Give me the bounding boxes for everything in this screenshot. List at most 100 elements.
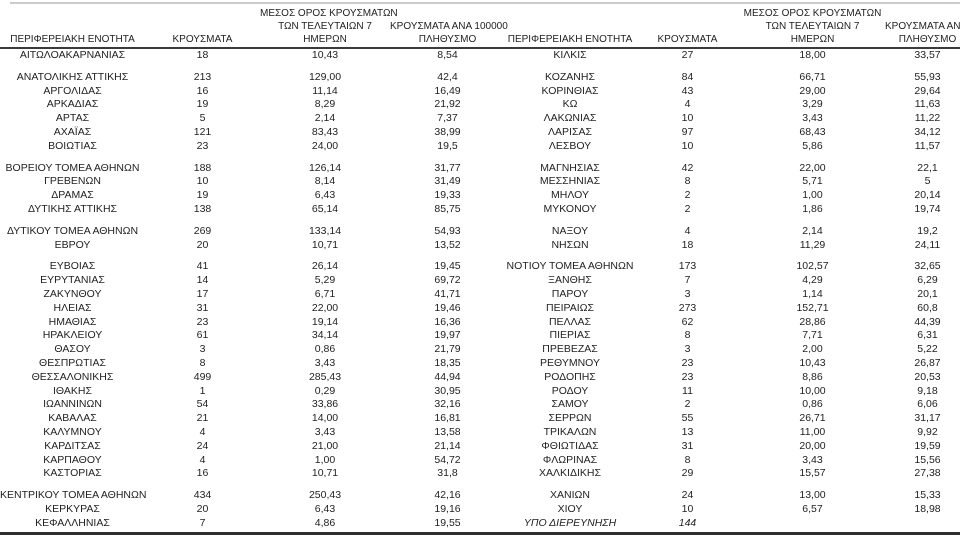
region-name-cell: ΚΟΡΙΝΘΙΑΣ — [541, 84, 599, 97]
per100k-cell: 9,92 — [917, 425, 938, 438]
per100k-cell: 16,49 — [434, 84, 461, 97]
header-avg7-left: ΜΕΣΟΣ ΟΡΟΣ ΚΡΟΥΣΜΑΤΩΝ ΤΩΝ ΤΕΛΕΥΤΑΙΩΝ 7 Η… — [260, 8, 398, 45]
avg7-cell: 250,43 — [308, 489, 342, 502]
per100k-cell: 19,74 — [914, 202, 941, 215]
cases-cell: 20 — [196, 502, 209, 515]
per100k-cell: 41,71 — [434, 287, 461, 300]
avg7-cell: 133,14 — [308, 224, 342, 237]
cases-cell: 23 — [681, 370, 694, 383]
cases-cell: 3 — [684, 287, 691, 300]
region-name-cell: ΙΘΑΚΗΣ — [53, 384, 92, 397]
per100k-cell: 13,58 — [434, 425, 461, 438]
cases-cell: 23 — [681, 356, 694, 369]
per100k-cell: 42,4 — [437, 70, 458, 83]
per100k-cell: 16,36 — [434, 315, 461, 328]
per100k-cell: 20,14 — [914, 189, 941, 202]
bottom-divider — [0, 531, 960, 535]
per100k-cell: 54,72 — [434, 453, 461, 466]
region-name-cell: ΛΕΣΒΟΥ — [548, 139, 592, 152]
cases-cell: 138 — [193, 202, 212, 215]
per100k-cell: 11,63 — [914, 98, 941, 111]
region-name-cell: ΚΕΝΤΡΙΚΟΥ ΤΟΜΕΑ ΑΘΗΝΩΝ — [0, 489, 147, 502]
region-name-cell: ΛΑΡΙΣΑΣ — [548, 125, 592, 138]
region-name-cell: ΘΑΣΟΥ — [54, 343, 91, 356]
table-row: ΗΛΕΙΑΣ 31 22,00 19,46 ΠΕΙΡΑΙΩΣ 273 152,71 60,8 — [0, 302, 960, 316]
region-name-cell: ΦΛΩΡΙΝΑΣ — [542, 453, 598, 466]
avg7-cell: 126,14 — [308, 161, 342, 174]
table-row: ΔΡΑΜΑΣ 19 6,43 19,33 ΜΗΛΟΥ 2 1,00 20,14 — [0, 189, 960, 203]
per100k-cell: 19,59 — [914, 439, 941, 452]
spacer-row — [0, 63, 960, 71]
region-name-cell: ΡΕΘΥΜΝΟΥ — [539, 356, 600, 369]
per100k-cell: 60,8 — [917, 301, 938, 314]
region-name-cell: ΔΥΤΙΚΗΣ ΑΤΤΙΚΗΣ — [27, 202, 118, 215]
cases-cell: 5 — [199, 112, 206, 125]
table-row: ΔΥΤΙΚΗΣ ΑΤΤΙΚΗΣ 138 65,14 85,75 ΜΥΚΟΝΟΥ 2 1,86… — [0, 203, 960, 217]
region-name-cell: ΔΡΑΜΑΣ — [51, 189, 94, 202]
per100k-cell: 8,54 — [437, 49, 458, 61]
spacer-row — [0, 154, 960, 162]
per100k-cell: 19,45 — [434, 260, 461, 273]
table-row: ΓΡΕΒΕΝΩΝ 10 8,14 31,49 ΜΕΣΣΗΝΙΑΣ 8 5,71 5 — [0, 175, 960, 189]
cases-cell: 10 — [681, 112, 694, 125]
region-name-cell: ΠΡΕΒΕΖΑΣ — [542, 343, 598, 356]
region-name-cell: ΛΑΚΩΝΙΑΣ — [543, 112, 597, 125]
per100k-cell: 19,2 — [917, 224, 938, 237]
table-row: ΒΟΙΩΤΙΑΣ 23 24,00 19,5 ΛΕΣΒΟΥ 10 5,86 11,57 — [0, 140, 960, 154]
cases-cell: 41 — [196, 260, 209, 273]
table-header-row: ΠΕΡΙΦΕΡΕΙΑΚΗ ΕΝΟΤΗΤΑ ΚΡΟΥΣΜΑΤΑ ΜΕΣΟΣ ΟΡΟ… — [0, 7, 960, 49]
per100k-cell: 30,95 — [434, 384, 461, 397]
cases-cell: 42 — [681, 161, 694, 174]
avg7-cell: 6,57 — [802, 502, 823, 515]
per100k-cell: 69,72 — [434, 274, 461, 287]
region-name-cell: ΓΡΕΒΕΝΩΝ — [44, 175, 101, 188]
per100k-cell: 26,87 — [914, 356, 941, 369]
table-row: ΗΜΑΘΙΑΣ 23 19,14 16,36 ΠΕΛΛΑΣ 62 28,86 44,39 — [0, 316, 960, 330]
per100k-cell: 6,29 — [917, 274, 938, 287]
header-per100k-left: ΚΡΟΥΣΜΑΤΑ ΑΝΑ 100000 ΠΛΗΘΥΣΜΟ — [390, 21, 508, 45]
table-row: ΚΕΡΚΥΡΑΣ 20 6,43 19,16 ΧΙΟΥ 10 6,57 18,98 — [0, 503, 960, 517]
region-name-cell: ΚΑΣΤΟΡΙΑΣ — [43, 467, 102, 480]
avg7-cell: 1,86 — [802, 202, 823, 215]
avg7-cell: 22,00 — [311, 301, 339, 314]
avg7-cell: 83,43 — [311, 125, 339, 138]
region-name-cell: ΥΠΟ ΔΙΕΡΕΥΝΗΣΗ — [523, 516, 617, 529]
avg7-cell: 68,43 — [799, 125, 826, 138]
table-row: ΕΒΡΟΥ 20 10,71 13,52 ΝΗΣΩΝ 18 11,29 24,11 — [0, 239, 960, 253]
per100k-cell: 33,57 — [914, 49, 941, 61]
avg7-cell: 21,00 — [311, 439, 339, 452]
header-cases-left: ΚΡΟΥΣΜΑΤΑ — [145, 33, 260, 46]
avg7-cell: 1,14 — [802, 287, 823, 300]
avg7-cell: 2,14 — [802, 224, 823, 237]
cases-cell: 24 — [196, 439, 209, 452]
header-per100k-right: ΚΡΟΥΣΜΑΤΑ ΑΝΑ 100000 ΠΛΗΘΥΣΜΟ — [885, 21, 960, 45]
cases-cell: 11 — [682, 384, 693, 397]
region-name-cell: ΘΕΣΠΡΩΤΙΑΣ — [39, 356, 106, 369]
per100k-cell: 6,31 — [917, 329, 938, 342]
cases-cell: 4 — [684, 98, 691, 111]
region-name-cell: ΠΑΡΟΥ — [551, 287, 589, 300]
per100k-cell: 85,75 — [434, 202, 461, 215]
avg7-cell: 22,00 — [799, 161, 826, 174]
avg7-cell: 6,71 — [314, 287, 336, 300]
avg7-cell: 10,43 — [799, 356, 826, 369]
per100k-cell: 24,11 — [914, 238, 941, 251]
region-name-cell: ΑΡΓΟΛΙΔΑΣ — [43, 84, 102, 97]
region-name-cell: ΞΑΝΘΗΣ — [548, 274, 592, 287]
cases-cell: 10 — [681, 502, 694, 515]
avg7-cell: 3,43 — [802, 453, 823, 466]
cases-cell: 8 — [684, 453, 691, 466]
table-row: ΖΑΚΥΝΘΟΥ 17 6,71 41,71 ΠΑΡΟΥ 3 1,14 20,1 — [0, 288, 960, 302]
table-row: ΚΑΒΑΛΑΣ 21 14,00 16,81 ΣΕΡΡΩΝ 55 26,71 31,17 — [0, 412, 960, 426]
per100k-cell: 16,81 — [434, 412, 461, 425]
region-name-cell: ΚΩ — [562, 98, 578, 111]
avg7-cell: 1,00 — [314, 453, 336, 466]
per100k-cell: 38,99 — [434, 125, 461, 138]
region-name-cell: ΚΑΡΔΙΤΣΑΣ — [44, 439, 101, 452]
header-avg7-right: ΜΕΣΟΣ ΟΡΟΣ ΚΡΟΥΣΜΑΤΩΝ ΤΩΝ ΤΕΛΕΥΤΑΙΩΝ 7 Η… — [743, 8, 882, 45]
per100k-cell: 21,92 — [434, 98, 461, 111]
table-row: ΑΙΤΩΛΟΑΚΑΡΝΑΝΙΑΣ 18 10,43 8,54 ΚΙΛΚΙΣ 27 18,00… — [0, 49, 960, 63]
avg7-cell: 2,14 — [314, 112, 336, 125]
cases-cell: 7 — [684, 274, 691, 287]
region-name-cell: ΧΑΛΚΙΔΙΚΗΣ — [539, 467, 601, 480]
